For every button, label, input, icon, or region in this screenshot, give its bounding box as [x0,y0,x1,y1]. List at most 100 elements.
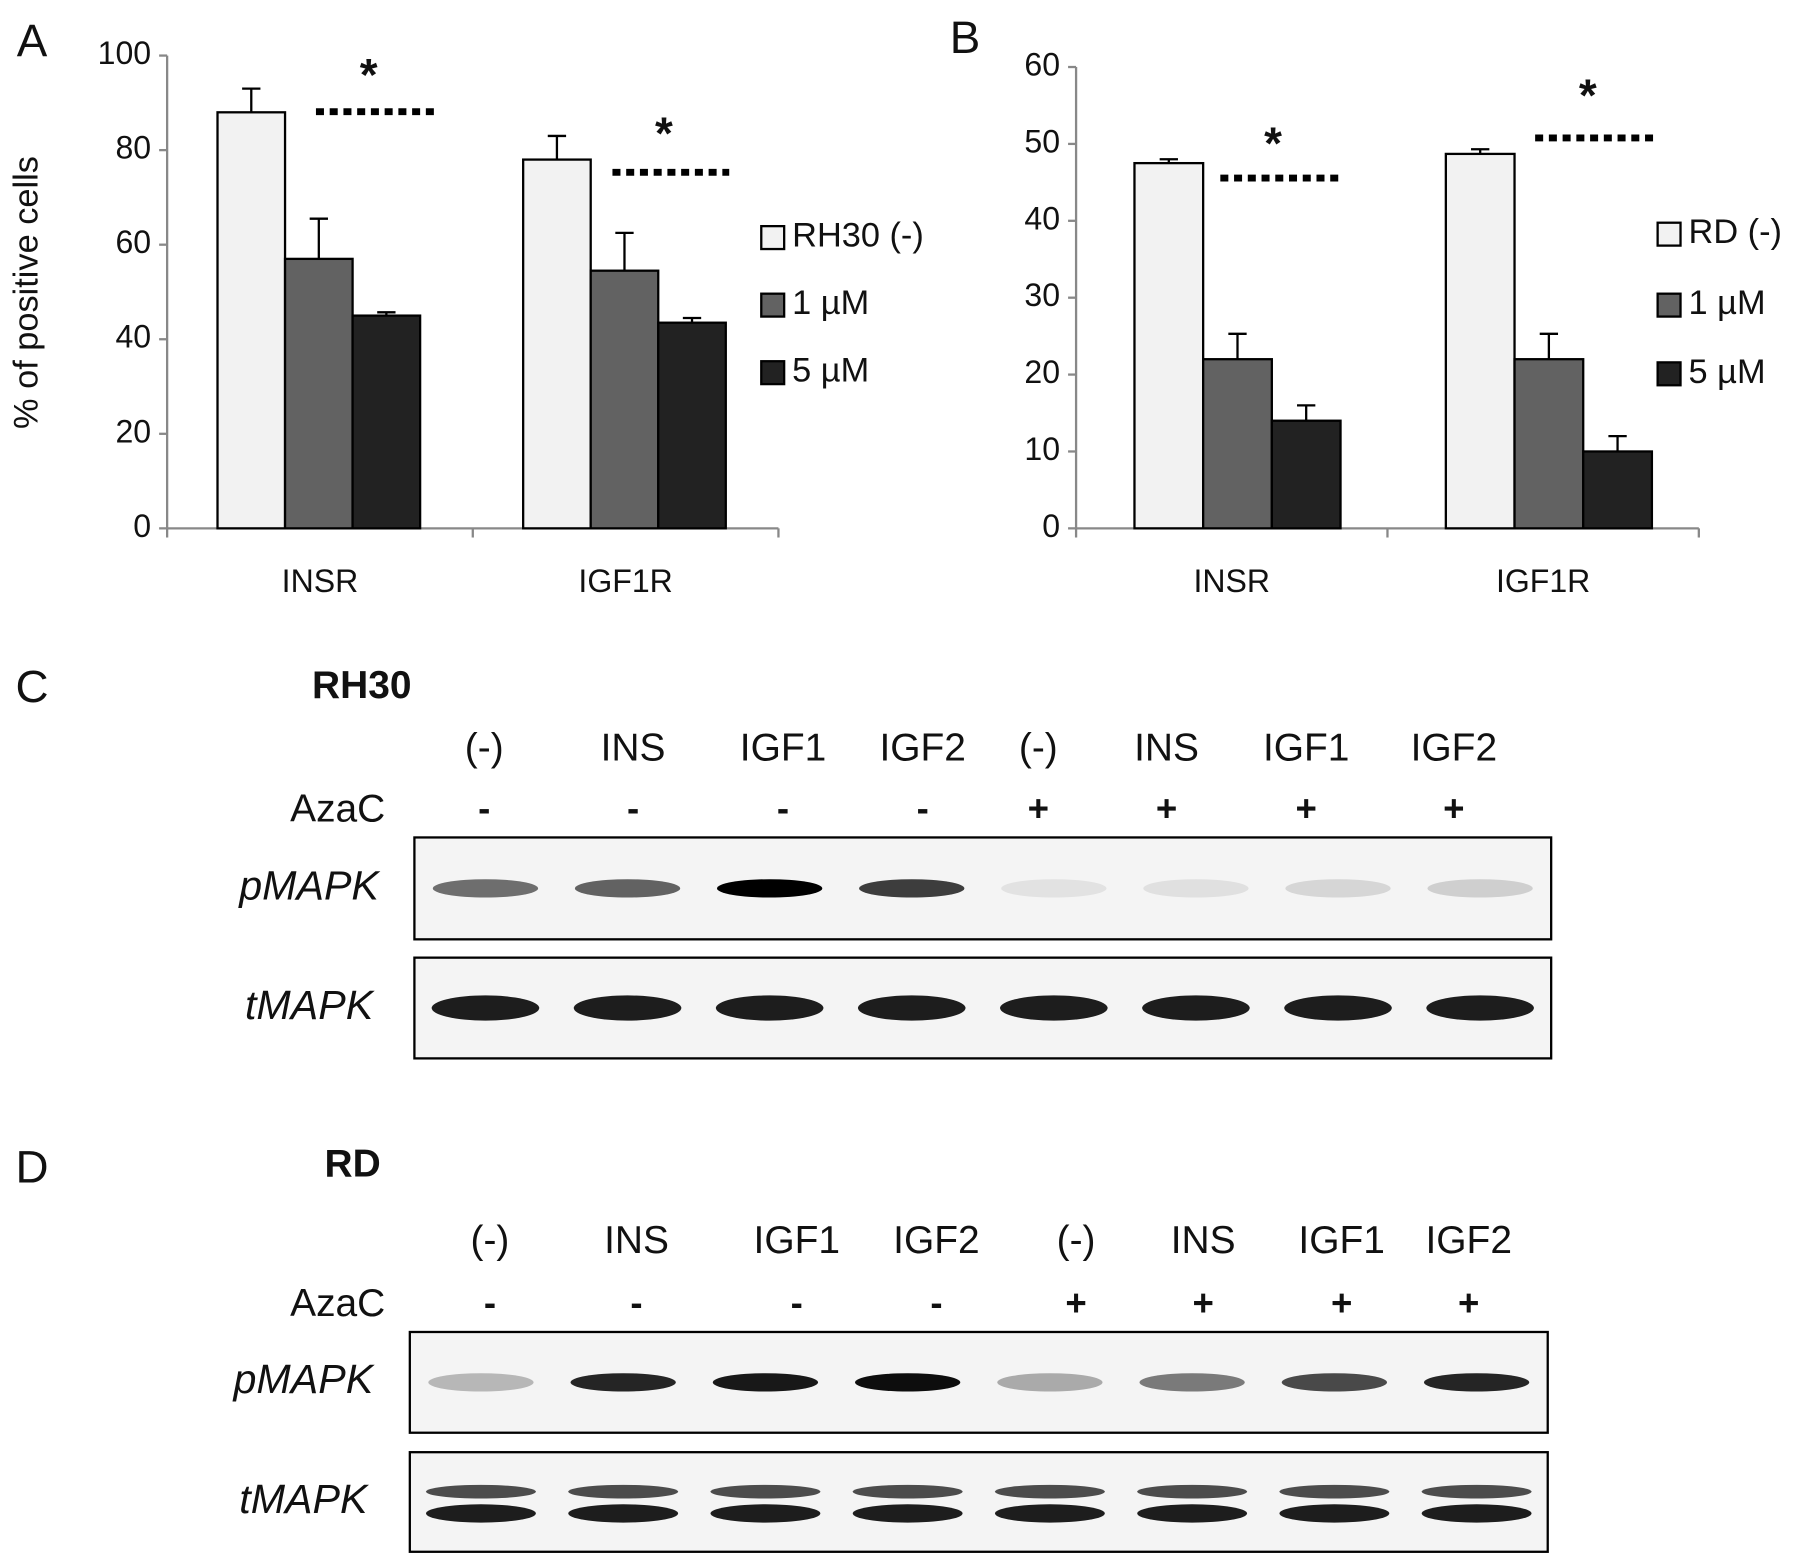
blot-band [1426,995,1534,1021]
x-tick-label: IGF1R [1496,563,1590,599]
blot-row-label: tMAPK [245,982,375,1028]
treatment-sign: - [917,788,929,829]
lane-label: IGF1 [754,1219,840,1262]
treatment-sign: - [791,1282,803,1323]
blot-band [1000,995,1108,1021]
significance-star: * [655,108,673,159]
x-tick-label: IGF1R [578,563,672,599]
y-tick-label: 40 [115,319,151,355]
blot-row-label: tMAPK [239,1476,369,1522]
blot-band [568,1504,679,1523]
blot-band [1143,879,1249,898]
treatment-label: AzaC [290,787,385,830]
y-tick-label: 80 [115,130,151,166]
blot-band [570,1373,676,1392]
y-tick-label: 0 [133,508,151,544]
blot-band [573,995,682,1021]
blot-band [852,1484,963,1499]
legend-swatch [1656,361,1682,387]
blot-band [428,1373,534,1392]
treatment-sign: - [627,788,639,829]
cell-line: RD [324,1142,380,1185]
blot-band [716,879,823,898]
lane-label: IGF2 [1425,1219,1511,1262]
treatment-sign: + [1458,1282,1479,1323]
treatment-sign: - [630,1282,642,1323]
lane-label: IGF1 [1298,1219,1384,1262]
significance-star: * [1579,70,1597,121]
blot-band [1281,1373,1388,1392]
bar [657,321,727,530]
treatment-sign: + [1295,788,1316,829]
y-tick-label: 20 [115,413,151,449]
blot-band [1142,995,1250,1021]
legend-label: RD (-) [1689,213,1782,251]
blot-band [425,1504,536,1523]
blot-band [1284,995,1392,1021]
legend-swatch [760,292,786,318]
legend-swatch [760,224,786,251]
blot-band [425,1484,536,1499]
blot-row-label: pMAPK [237,862,380,908]
lane-label: IGF2 [879,727,965,770]
blot-band [1423,1373,1530,1392]
cell-line: RH30 [312,664,411,707]
blot-panel [408,1451,1549,1553]
y-tick-label: 60 [115,224,151,260]
blot-band [1137,1484,1248,1499]
blot-band [1421,1504,1532,1523]
treatment-label: AzaC [290,1282,385,1325]
bar [1133,161,1205,530]
lane-label: INS [1134,727,1199,770]
panel-label: B [950,12,981,63]
blot-band [1421,1484,1532,1499]
treatment-sign: + [1156,788,1177,829]
legend-label: 5 µM [792,352,869,390]
y-tick-label: 100 [98,35,151,71]
blot-band [1427,879,1533,898]
blot-band [568,1484,679,1499]
y-tick-label: 0 [1042,508,1060,544]
blot-band [574,879,681,898]
treatment-sign: - [930,1282,942,1323]
lane-label: (-) [1057,1219,1096,1262]
lane-label: IGF2 [1411,727,1497,770]
lane-label: IGF2 [893,1219,979,1262]
lane-label: IGF1 [1263,727,1349,770]
blot-band [431,995,540,1021]
lane-label: (-) [465,727,504,770]
y-tick-label: 60 [1024,46,1060,82]
legend-label: 1 µM [1689,284,1766,322]
blot-band [1279,1504,1390,1523]
lane-label: (-) [471,1219,510,1262]
blot-band [712,1373,819,1392]
bar [589,269,660,530]
panel-label: A [17,15,48,66]
bar [1202,358,1273,530]
lane-label: (-) [1019,727,1058,770]
panel-label: D [16,1142,49,1193]
lane-label: IGF1 [740,727,826,770]
y-axis-label: % of positive cells [8,156,46,429]
blot-band [852,1504,963,1523]
bar [1513,358,1585,530]
blot-band [994,1484,1105,1499]
legend-label: 1 µM [792,284,869,322]
blot-band [1139,1373,1245,1392]
significance-star: * [360,50,378,101]
bar [522,158,592,530]
y-tick-label: 40 [1024,200,1060,236]
blot-band [710,1484,821,1499]
blot-band [432,879,539,898]
bar [1582,450,1654,530]
treatment-sign: + [1192,1282,1213,1323]
lane-label: INS [601,727,666,770]
lane-label: INS [1171,1219,1236,1262]
legend-swatch [1656,292,1682,318]
legend-swatch [760,360,786,386]
treatment-sign: + [1028,788,1049,829]
blot-band [1137,1504,1248,1523]
treatment-sign: + [1065,1282,1086,1323]
x-tick-label: INSR [282,563,359,599]
